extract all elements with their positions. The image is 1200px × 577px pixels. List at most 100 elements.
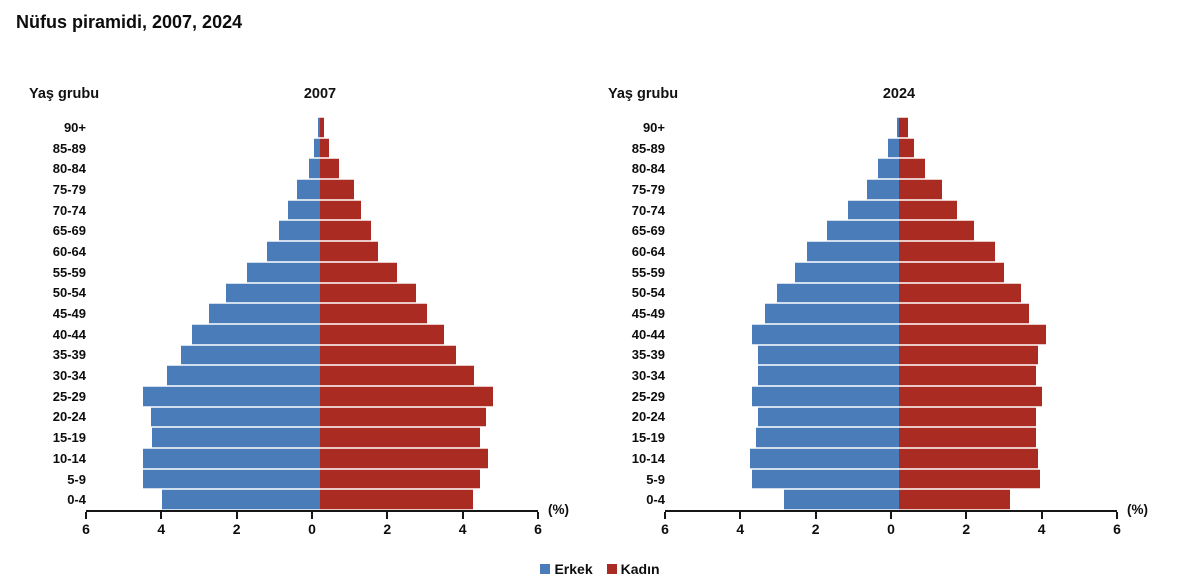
age-group-label: 70-74 xyxy=(631,202,665,218)
age-group-label: 80-84 xyxy=(52,161,86,177)
x-tick-label: 2 xyxy=(383,521,392,537)
age-group-label: 55-59 xyxy=(631,264,665,280)
male-half xyxy=(94,303,320,324)
bar-female xyxy=(899,241,996,262)
female-half xyxy=(899,158,1125,180)
male-half xyxy=(94,282,320,304)
female-half xyxy=(320,179,546,200)
age-group-label: 35-39 xyxy=(52,347,86,363)
male-half xyxy=(94,344,320,366)
x-tick-label: 6 xyxy=(534,521,542,537)
pyramid-row: 10-14 xyxy=(600,448,1125,469)
age-group-label: 45-49 xyxy=(631,306,665,322)
bar-male xyxy=(150,406,320,428)
male-half xyxy=(673,365,899,386)
male-half xyxy=(673,448,899,469)
female-half xyxy=(320,261,546,283)
x-axis: (%) 6 4 2 0 2 4 6 xyxy=(82,502,569,537)
bar-male xyxy=(784,489,899,511)
bar-female xyxy=(899,448,1039,469)
page-title: Nüfus piramidi, 2007, 2024 xyxy=(16,12,243,32)
age-group-label: 10-14 xyxy=(52,450,86,466)
legend-male-label: Erkek xyxy=(554,561,593,577)
bar-female xyxy=(899,261,1005,283)
x-tick-label: 6 xyxy=(82,521,90,537)
bar-female xyxy=(320,282,417,304)
male-half xyxy=(94,261,320,283)
bar-male xyxy=(152,427,320,448)
bar-male xyxy=(180,344,320,366)
female-half xyxy=(320,385,546,407)
female-half xyxy=(320,344,546,366)
female-half xyxy=(320,241,546,262)
pyramid-row: 10-14 xyxy=(21,448,546,469)
male-half xyxy=(94,117,320,138)
bar-female xyxy=(899,282,1022,304)
bar-male xyxy=(848,199,899,221)
x-axis-unit-label: (%) xyxy=(1127,502,1148,517)
male-half xyxy=(673,261,899,283)
x-tick-label: 0 xyxy=(887,521,895,537)
x-axis-unit-label: (%) xyxy=(548,502,569,517)
pyramid-row: 30-34 xyxy=(600,365,1125,386)
bar-male xyxy=(757,365,899,386)
age-group-label: 45-49 xyxy=(52,306,86,322)
age-group-label: 25-29 xyxy=(52,388,86,404)
male-half xyxy=(673,344,899,366)
pyramid-row: 45-49 xyxy=(21,303,546,324)
age-group-label: 0-4 xyxy=(67,492,86,508)
age-group-label: 10-14 xyxy=(631,450,665,466)
x-tick-label: 6 xyxy=(1113,521,1121,537)
pyramid-row: 90+ xyxy=(600,117,1125,138)
age-group-label: 0-4 xyxy=(646,492,665,508)
male-half xyxy=(673,385,899,407)
bar-female xyxy=(899,385,1043,407)
bar-female xyxy=(320,220,371,242)
x-tick-label: 4 xyxy=(736,521,745,537)
bar-female xyxy=(320,365,475,386)
female-half xyxy=(320,406,546,428)
age-group-label: 85-89 xyxy=(631,140,665,156)
male-half xyxy=(94,323,320,345)
male-half xyxy=(673,427,899,448)
x-axis-tick xyxy=(311,512,313,519)
pyramid-row: 5-9 xyxy=(600,468,1125,490)
bar-female xyxy=(320,344,456,366)
age-group-label: 85-89 xyxy=(52,140,86,156)
x-tick-label: 2 xyxy=(232,521,241,537)
male-half xyxy=(94,385,320,407)
bar-female xyxy=(899,406,1037,428)
age-group-label: 60-64 xyxy=(631,243,665,259)
bar-female xyxy=(899,365,1037,386)
x-axis-tick xyxy=(1116,512,1118,519)
pyramid-row: 60-64 xyxy=(21,241,546,262)
female-half xyxy=(320,303,546,324)
female-half xyxy=(899,303,1125,324)
male-half xyxy=(673,468,899,490)
bar-male xyxy=(142,468,320,490)
y-axis-title: Yaş grubu xyxy=(29,86,100,102)
bar-female xyxy=(320,427,481,448)
female-half xyxy=(899,344,1125,366)
male-half xyxy=(94,448,320,469)
male-half xyxy=(94,179,320,200)
pyramid-row: 55-59 xyxy=(21,261,546,283)
bar-female xyxy=(320,468,481,490)
female-half xyxy=(320,365,546,386)
x-axis-tick xyxy=(1040,512,1043,519)
pyramid-row: 25-29 xyxy=(600,385,1125,407)
chart-legend: Erkek Kadın xyxy=(0,561,1200,577)
female-half xyxy=(320,323,546,345)
bar-female xyxy=(899,137,915,159)
x-axis-tick xyxy=(386,512,389,519)
plot-area: 90+ 85-89 80-84 75-79 70-74 65-69 60-64 55-59 50… xyxy=(21,117,581,537)
x-tick-label: 4 xyxy=(1037,521,1046,537)
pyramid-row: 75-79 xyxy=(600,179,1125,200)
female-half xyxy=(899,427,1125,448)
male-half xyxy=(673,199,899,221)
bar-male xyxy=(752,468,899,490)
bar-male xyxy=(866,179,899,200)
female-half xyxy=(899,220,1125,242)
bar-male xyxy=(314,137,320,159)
male-half xyxy=(94,427,320,448)
